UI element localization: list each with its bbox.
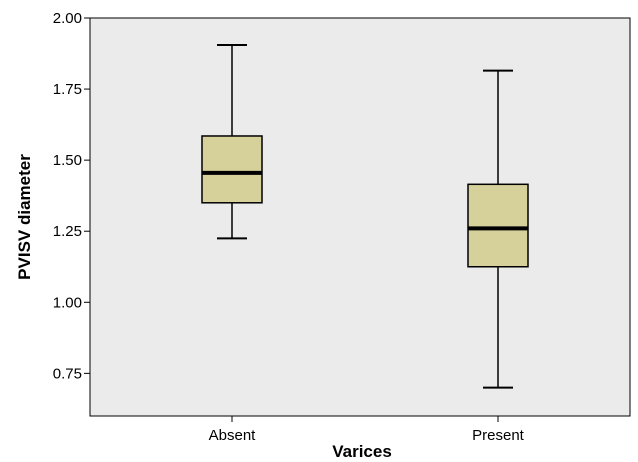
x-tick-label: Absent <box>209 427 257 444</box>
y-axis-title: PVISV diameter <box>15 154 34 280</box>
x-axis: Absent Present <box>90 415 630 444</box>
boxes-layer <box>201 44 529 389</box>
y-tick-label: 2.00 <box>53 10 82 27</box>
plot-area <box>89 17 631 417</box>
iqr-box <box>201 135 263 204</box>
y-tick-label: 1.25 <box>53 223 82 240</box>
box-absent <box>201 44 263 240</box>
y-axis: 0.75 1.00 1.25 1.50 1.75 2.00 <box>53 10 91 416</box>
y-tick-label: 0.75 <box>53 365 82 382</box>
y-tick-label: 1.50 <box>53 152 82 169</box>
iqr-box <box>467 183 529 268</box>
x-tick-label: Present <box>472 427 525 444</box>
box-present <box>467 69 529 389</box>
x-axis-title: Varices <box>332 442 392 461</box>
y-tick-label: 1.00 <box>53 294 82 311</box>
y-tick-label: 1.75 <box>53 81 82 98</box>
